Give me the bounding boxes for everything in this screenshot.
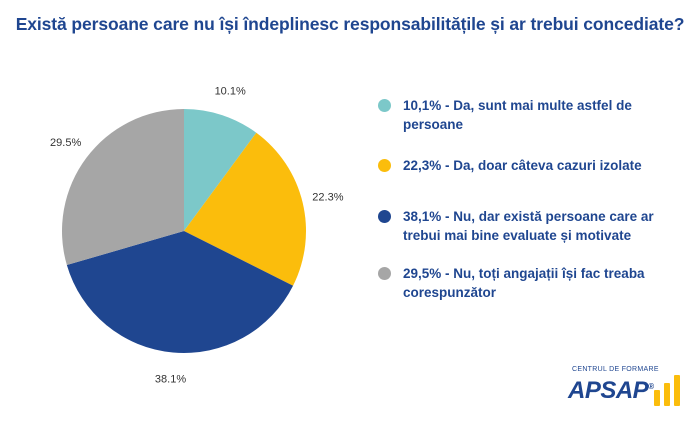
slice-label: 38.1% [155, 373, 186, 385]
legend-swatch [378, 159, 391, 172]
legend-label: 29,5% - Nu, toți angajații își fac treab… [403, 266, 645, 300]
logo-bars-icon [654, 375, 680, 406]
legend-swatch [378, 210, 391, 223]
legend-item: 38,1% - Nu, dar există persoane care ar … [378, 207, 693, 245]
apsap-logo: CENTRUL DE FORMARE APSAP® [566, 366, 686, 416]
logo-wordmark: APSAP® [568, 377, 654, 405]
legend-label: 22,3% - Da, doar câteva cazuri izolate [403, 158, 642, 173]
pie-slice [184, 109, 257, 231]
slice-label: 22.3% [312, 191, 343, 203]
legend-label: 10,1% - Da, sunt mai multe astfel de per… [403, 98, 632, 132]
logo-bar [664, 383, 670, 406]
legend-label: 38,1% - Nu, dar există persoane care ar … [403, 209, 654, 243]
slice-label: 29.5% [50, 137, 81, 149]
pie-slice [66, 231, 294, 353]
slice-label: 10.1% [215, 85, 246, 97]
chart-title: Există persoane care nu își îndeplinesc … [15, 14, 685, 34]
pie-slice [62, 109, 184, 266]
logo-bar [654, 390, 660, 406]
legend-swatch [378, 267, 391, 280]
pie-slice [184, 132, 306, 286]
legend-item: 22,3% - Da, doar câteva cazuri izolate [378, 156, 693, 175]
legend-item: 10,1% - Da, sunt mai multe astfel de per… [378, 96, 693, 134]
logo-name: APSAP [568, 377, 649, 404]
logo-subtitle: CENTRUL DE FORMARE [572, 366, 659, 373]
legend-item: 29,5% - Nu, toți angajații își fac treab… [378, 264, 693, 302]
legend-swatch [378, 99, 391, 112]
logo-mark: ® [648, 382, 654, 391]
logo-bar [674, 375, 680, 406]
